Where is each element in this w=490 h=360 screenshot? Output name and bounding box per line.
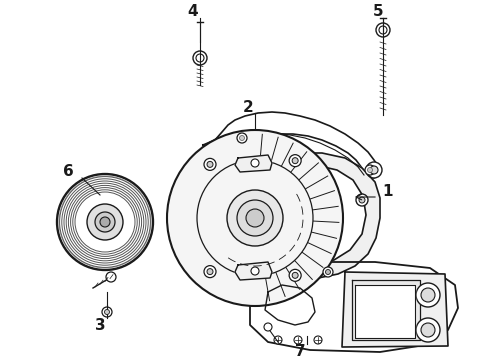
Circle shape: [365, 165, 375, 175]
Circle shape: [251, 159, 259, 167]
Circle shape: [167, 130, 343, 306]
Polygon shape: [352, 280, 420, 340]
Circle shape: [359, 197, 365, 203]
Circle shape: [193, 51, 207, 65]
Polygon shape: [355, 285, 415, 338]
Circle shape: [325, 270, 330, 274]
Circle shape: [95, 212, 115, 232]
Circle shape: [314, 336, 322, 344]
Circle shape: [356, 194, 368, 206]
Text: 1: 1: [383, 184, 393, 199]
Circle shape: [240, 135, 245, 140]
Circle shape: [294, 336, 302, 344]
Circle shape: [102, 307, 112, 317]
Circle shape: [197, 160, 313, 276]
Text: 4: 4: [188, 4, 198, 19]
Circle shape: [251, 267, 259, 275]
Circle shape: [289, 155, 301, 167]
Circle shape: [207, 269, 213, 275]
Circle shape: [246, 209, 264, 227]
Circle shape: [264, 323, 272, 331]
Circle shape: [104, 310, 109, 315]
Circle shape: [57, 174, 153, 270]
Circle shape: [237, 133, 247, 143]
Polygon shape: [235, 262, 272, 280]
Polygon shape: [235, 155, 272, 172]
Circle shape: [366, 162, 382, 178]
Polygon shape: [342, 272, 448, 347]
Text: 6: 6: [63, 165, 74, 180]
Text: 7: 7: [294, 345, 305, 360]
Polygon shape: [203, 112, 378, 178]
Circle shape: [421, 323, 435, 337]
Circle shape: [368, 167, 372, 172]
Text: 2: 2: [243, 100, 253, 116]
Circle shape: [370, 166, 378, 174]
Circle shape: [379, 26, 387, 34]
Circle shape: [196, 54, 204, 62]
Circle shape: [421, 288, 435, 302]
Circle shape: [416, 318, 440, 342]
Circle shape: [289, 269, 301, 282]
Text: 3: 3: [95, 318, 105, 333]
Circle shape: [274, 336, 282, 344]
Circle shape: [323, 267, 333, 277]
Circle shape: [106, 272, 116, 282]
Circle shape: [204, 158, 216, 170]
Polygon shape: [265, 285, 315, 325]
Circle shape: [292, 273, 298, 278]
Circle shape: [59, 176, 151, 268]
Circle shape: [237, 200, 273, 236]
Circle shape: [207, 161, 213, 167]
Circle shape: [204, 266, 216, 278]
Circle shape: [376, 23, 390, 37]
Circle shape: [416, 283, 440, 307]
Circle shape: [292, 158, 298, 164]
Text: 5: 5: [373, 4, 383, 19]
Circle shape: [227, 190, 283, 246]
Polygon shape: [250, 262, 458, 352]
Circle shape: [100, 217, 110, 227]
Circle shape: [87, 204, 123, 240]
Polygon shape: [262, 153, 380, 278]
